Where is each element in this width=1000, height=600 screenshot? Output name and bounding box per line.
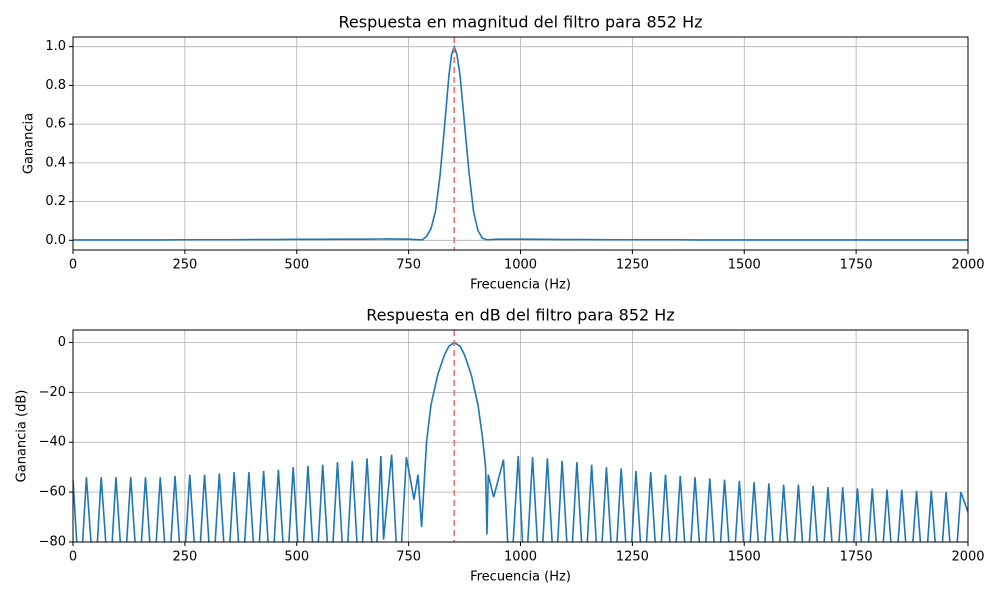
line-series (73, 44, 968, 241)
x-tick-label: 1000 (504, 550, 537, 565)
x-tick-label: 750 (396, 550, 421, 565)
x-tick-label: 1750 (840, 258, 873, 273)
chart-title: Respuesta en dB del filtro para 852 Hz (366, 306, 674, 325)
x-tick-label: 2000 (951, 258, 984, 273)
x-tick-label: 1250 (616, 258, 649, 273)
x-tick-label: 1500 (728, 258, 761, 273)
subplot: Respuesta en magnitud del filtro para 85… (22, 13, 985, 293)
y-tick-label: −20 (39, 385, 66, 400)
y-tick-label: 0 (58, 335, 66, 350)
subplot: Respuesta en dB del filtro para 852 Hz Fr… (15, 306, 985, 585)
x-axis-label: Frecuencia (Hz) (470, 278, 571, 293)
y-axis-label: Ganancia (dB) (15, 390, 30, 483)
x-tick-label: 500 (284, 550, 309, 565)
x-tick-label: 750 (396, 258, 421, 273)
y-axis-label: Ganancia (22, 113, 37, 174)
x-tick-label: 250 (172, 258, 197, 273)
y-tick-label: 0.2 (45, 194, 66, 209)
line-series (73, 341, 968, 542)
x-tick-label: 1500 (728, 550, 761, 565)
y-tick-label: −60 (39, 485, 66, 500)
x-tick-label: 0 (69, 258, 77, 273)
x-tick-label: 0 (69, 550, 77, 565)
y-tick-label: 1.0 (45, 39, 66, 54)
x-tick-label: 1000 (504, 258, 537, 273)
x-tick-label: 500 (284, 258, 309, 273)
y-tick-label: 0.4 (45, 155, 66, 170)
y-tick-label: 0.8 (45, 78, 66, 93)
axes-frame (72, 36, 969, 251)
x-tick-label: 250 (172, 550, 197, 565)
y-tick-label: 0.0 (45, 233, 66, 248)
y-tick-label: −40 (39, 435, 66, 450)
x-tick-label: 1750 (840, 550, 873, 565)
y-tick-label: −80 (39, 535, 66, 550)
y-tick-label: 0.6 (45, 117, 66, 132)
chart-title: Respuesta en magnitud del filtro para 85… (339, 13, 703, 32)
x-tick-label: 1250 (616, 550, 649, 565)
x-axis-label: Frecuencia (Hz) (470, 570, 571, 585)
x-tick-label: 2000 (951, 550, 984, 565)
axes-frame (72, 329, 969, 543)
